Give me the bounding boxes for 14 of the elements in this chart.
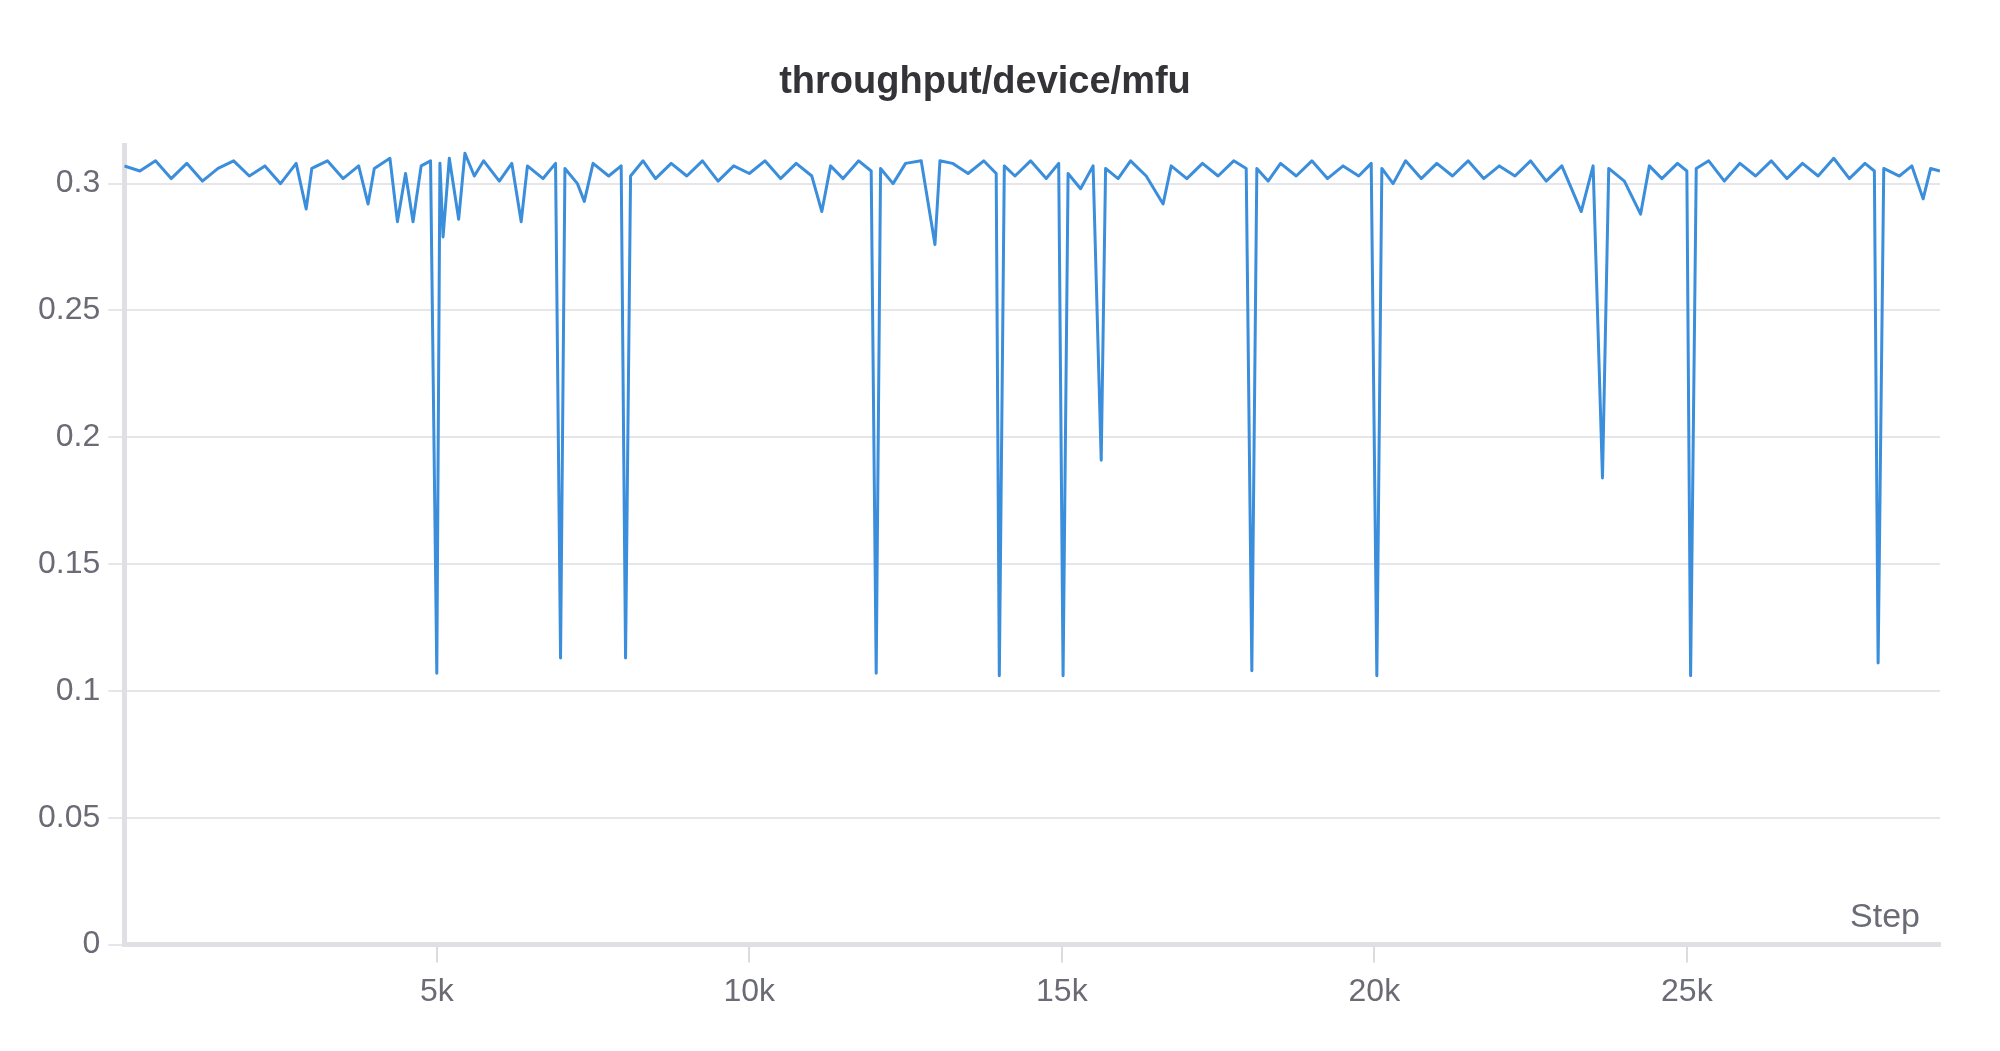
y-tick-label: 0 <box>82 924 101 961</box>
x-tick-label: 5k <box>419 971 455 1008</box>
y-tick-label: 0.15 <box>38 543 101 580</box>
y-tick-label: 0.25 <box>38 290 101 327</box>
x-tick-label: 15k <box>1036 971 1089 1008</box>
y-tick-label: 0.3 <box>55 163 101 200</box>
x-axis-title: Step <box>1850 895 1920 934</box>
x-tick-label: 20k <box>1348 971 1402 1008</box>
y-tick-label: 0.05 <box>38 797 101 834</box>
y-tick-label: 0.1 <box>55 670 101 707</box>
x-tick-label: 10k <box>723 971 777 1008</box>
y-tick-label: 0.2 <box>55 417 101 454</box>
x-tick-label: 25k <box>1661 971 1714 1008</box>
chart-title: throughput/device/mfu <box>779 59 1191 102</box>
